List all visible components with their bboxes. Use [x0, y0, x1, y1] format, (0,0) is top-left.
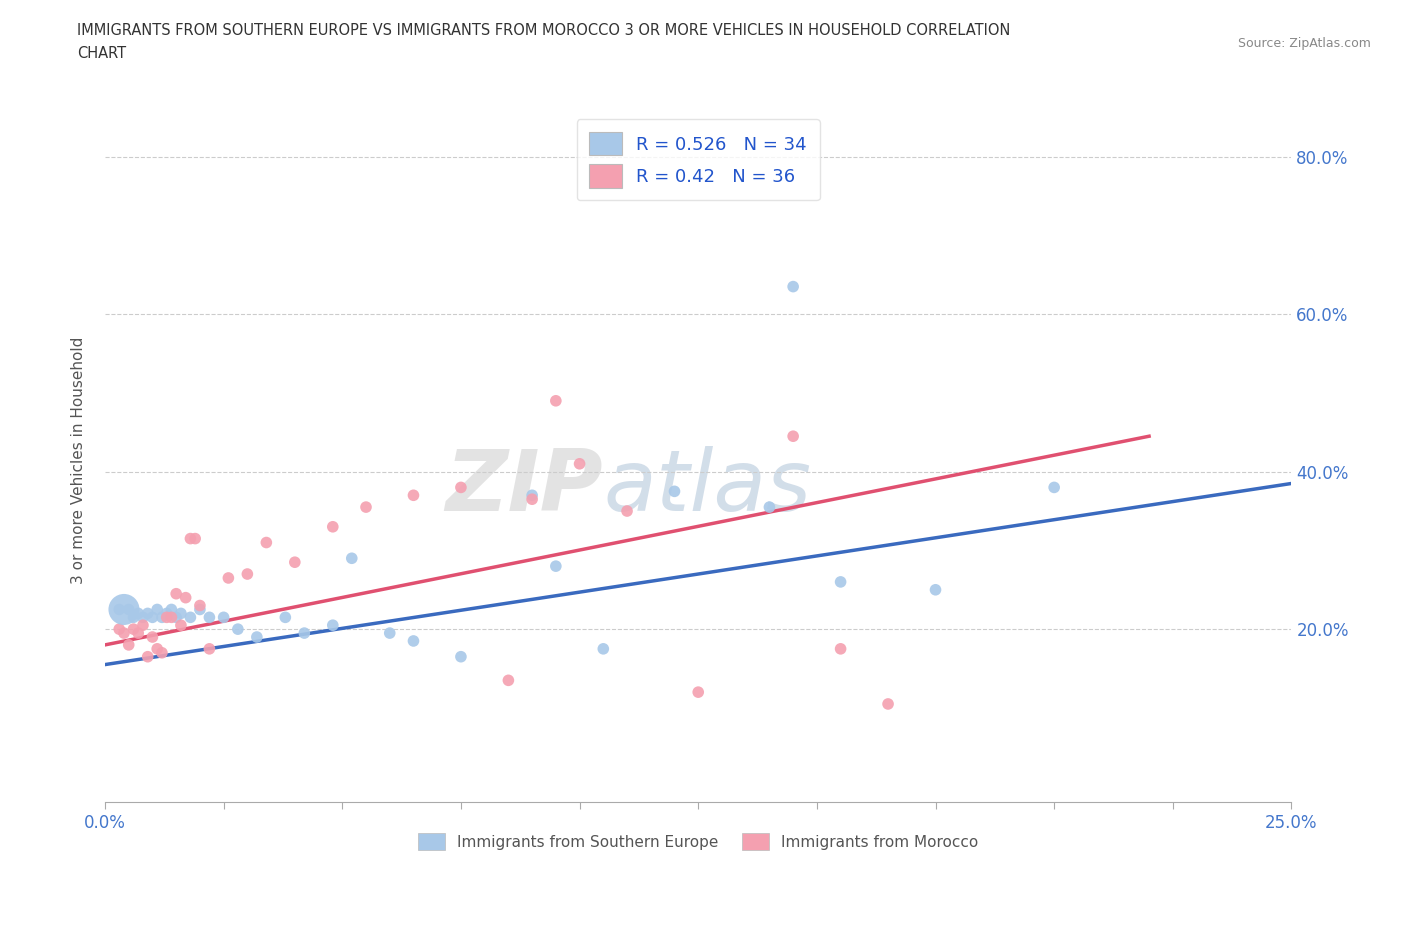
Point [198, 610, 221, 625]
Text: atlas: atlas [603, 445, 811, 529]
Point [924, 582, 946, 597]
Point [568, 457, 591, 472]
Point [156, 610, 179, 625]
Point [112, 626, 135, 641]
Point [165, 610, 187, 625]
Point [830, 575, 852, 590]
Point [108, 622, 131, 637]
Point [160, 610, 183, 625]
Point [340, 551, 363, 565]
Point [877, 697, 900, 711]
Point [179, 610, 201, 625]
Point [664, 484, 686, 498]
Point [498, 673, 520, 688]
Point [830, 642, 852, 657]
Point [174, 591, 197, 605]
Point [141, 610, 163, 625]
Point [132, 618, 155, 632]
Point [616, 503, 638, 518]
Point [450, 480, 472, 495]
Point [184, 531, 207, 546]
Point [226, 622, 249, 637]
Point [212, 610, 235, 625]
Point [150, 610, 173, 625]
Point [520, 488, 543, 503]
Point [544, 393, 567, 408]
Point [236, 566, 259, 581]
Point [108, 602, 131, 617]
Point [544, 559, 567, 574]
Point [284, 555, 307, 570]
Point [165, 586, 187, 601]
Point [378, 626, 401, 641]
Point [118, 637, 141, 652]
Point [127, 606, 149, 621]
Point [127, 626, 149, 641]
Point [758, 499, 780, 514]
Legend: Immigrants from Southern Europe, Immigrants from Morocco: Immigrants from Southern Europe, Immigra… [412, 827, 984, 857]
Point [188, 598, 211, 613]
Point [592, 642, 614, 657]
Point [246, 630, 269, 644]
Point [170, 606, 193, 621]
Point [782, 279, 804, 294]
Point [217, 570, 239, 585]
Point [160, 602, 183, 617]
Point [402, 488, 425, 503]
Text: ZIP: ZIP [446, 445, 603, 529]
Point [118, 602, 141, 617]
Y-axis label: 3 or more Vehicles in Household: 3 or more Vehicles in Household [72, 336, 86, 583]
Point [292, 626, 315, 641]
Point [170, 618, 193, 632]
Point [122, 610, 145, 625]
Point [150, 645, 173, 660]
Point [136, 606, 159, 621]
Point [254, 535, 277, 550]
Point [322, 618, 344, 632]
Point [122, 622, 145, 637]
Point [402, 633, 425, 648]
Point [450, 649, 472, 664]
Point [141, 630, 163, 644]
Point [198, 642, 221, 657]
Point [132, 610, 155, 625]
Point [188, 602, 211, 617]
Point [520, 492, 543, 507]
Point [146, 602, 169, 617]
Point [322, 519, 344, 534]
Point [1043, 480, 1066, 495]
Point [156, 606, 179, 621]
Point [112, 602, 135, 617]
Text: CHART: CHART [77, 46, 127, 61]
Point [146, 642, 169, 657]
Text: Source: ZipAtlas.com: Source: ZipAtlas.com [1237, 37, 1371, 50]
Point [179, 531, 201, 546]
Point [688, 684, 710, 699]
Point [274, 610, 297, 625]
Point [136, 649, 159, 664]
Point [782, 429, 804, 444]
Text: IMMIGRANTS FROM SOUTHERN EUROPE VS IMMIGRANTS FROM MOROCCO 3 OR MORE VEHICLES IN: IMMIGRANTS FROM SOUTHERN EUROPE VS IMMIG… [77, 23, 1011, 38]
Point [354, 499, 377, 514]
